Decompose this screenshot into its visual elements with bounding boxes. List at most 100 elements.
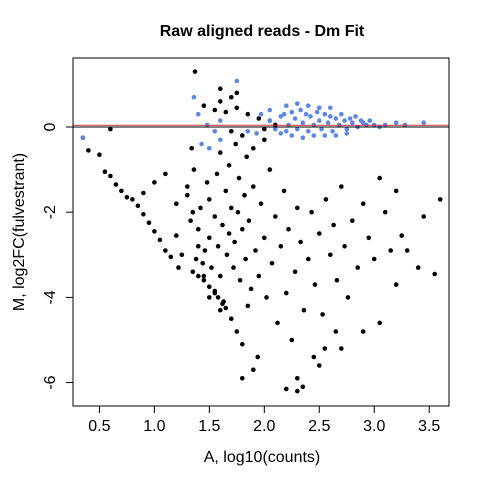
data-point xyxy=(218,99,223,104)
data-point xyxy=(198,205,203,211)
data-point xyxy=(130,197,135,202)
data-point xyxy=(251,146,256,151)
y-axis-label: M, log2FC(fulvestrant) xyxy=(11,153,28,311)
chart-title: Raw aligned reads - Dm Fit xyxy=(160,23,365,40)
data-point xyxy=(317,105,322,111)
data-point xyxy=(196,273,201,279)
data-point xyxy=(366,235,372,241)
data-point xyxy=(196,244,201,249)
data-point xyxy=(269,261,275,266)
data-point xyxy=(312,282,318,287)
y-tick-label: -4 xyxy=(42,290,59,304)
data-point xyxy=(360,120,366,125)
data-point xyxy=(350,218,355,223)
data-point xyxy=(201,273,207,279)
data-point xyxy=(207,295,212,300)
data-point xyxy=(207,146,212,151)
data-point xyxy=(300,120,306,125)
data-point xyxy=(220,222,225,228)
data-point xyxy=(298,239,303,245)
data-point xyxy=(317,363,322,368)
data-point xyxy=(328,114,333,119)
data-point xyxy=(207,235,212,241)
data-point xyxy=(237,278,243,283)
data-point xyxy=(258,201,264,206)
y-tick-label: -2 xyxy=(42,205,59,219)
data-point xyxy=(355,265,361,270)
data-point xyxy=(319,126,324,132)
data-point xyxy=(267,107,273,113)
data-point xyxy=(141,190,146,196)
data-point xyxy=(320,312,325,317)
data-point xyxy=(328,105,333,111)
data-point xyxy=(264,295,269,300)
data-point xyxy=(229,316,234,322)
data-point xyxy=(330,129,335,134)
data-point xyxy=(188,218,193,223)
data-point xyxy=(201,103,207,108)
data-point xyxy=(323,197,329,202)
x-tick-label: 2.5 xyxy=(308,418,330,435)
data-point xyxy=(350,120,355,125)
data-point xyxy=(141,212,146,217)
data-point xyxy=(367,118,373,123)
data-point xyxy=(404,248,410,253)
data-point xyxy=(234,329,240,334)
data-point xyxy=(289,337,295,343)
data-point xyxy=(244,154,249,160)
data-point xyxy=(218,273,223,279)
data-point xyxy=(262,126,267,132)
data-point xyxy=(124,195,130,200)
data-point xyxy=(295,388,300,394)
data-point xyxy=(393,120,399,125)
data-point xyxy=(199,141,204,147)
data-point xyxy=(328,252,333,258)
data-point xyxy=(234,78,240,84)
data-point xyxy=(229,94,234,100)
x-tick-label: 3.5 xyxy=(418,418,440,435)
data-point xyxy=(240,376,245,381)
data-point xyxy=(317,231,322,236)
data-point xyxy=(314,109,320,115)
data-point xyxy=(220,301,225,307)
data-point xyxy=(80,135,86,140)
data-point xyxy=(278,131,284,136)
data-point xyxy=(284,386,289,392)
data-point xyxy=(243,256,248,262)
data-point xyxy=(218,307,223,313)
data-point xyxy=(212,288,218,294)
data-point xyxy=(212,107,218,113)
data-point xyxy=(333,133,339,138)
data-point xyxy=(306,103,311,108)
data-point xyxy=(262,137,267,143)
data-point xyxy=(309,209,314,215)
data-point xyxy=(242,192,247,198)
data-point xyxy=(342,244,347,249)
data-point xyxy=(146,220,152,226)
data-point xyxy=(245,303,251,309)
data-point xyxy=(135,203,141,209)
data-point xyxy=(202,248,208,253)
data-point xyxy=(108,126,113,132)
data-point xyxy=(223,305,229,311)
data-point xyxy=(226,231,232,236)
data-point xyxy=(251,184,256,189)
data-point xyxy=(196,226,201,232)
data-point xyxy=(371,256,377,262)
data-point xyxy=(333,116,339,121)
data-point xyxy=(256,273,262,279)
data-point xyxy=(201,278,207,283)
y-tick-label: -6 xyxy=(42,375,59,389)
data-point xyxy=(415,265,421,270)
data-point xyxy=(306,129,311,134)
data-point xyxy=(215,244,221,249)
data-point xyxy=(240,226,245,232)
data-point xyxy=(190,209,196,215)
data-point xyxy=(253,248,258,253)
data-point xyxy=(200,261,205,266)
data-point xyxy=(278,244,284,249)
data-point xyxy=(223,109,229,115)
data-point xyxy=(196,111,201,117)
